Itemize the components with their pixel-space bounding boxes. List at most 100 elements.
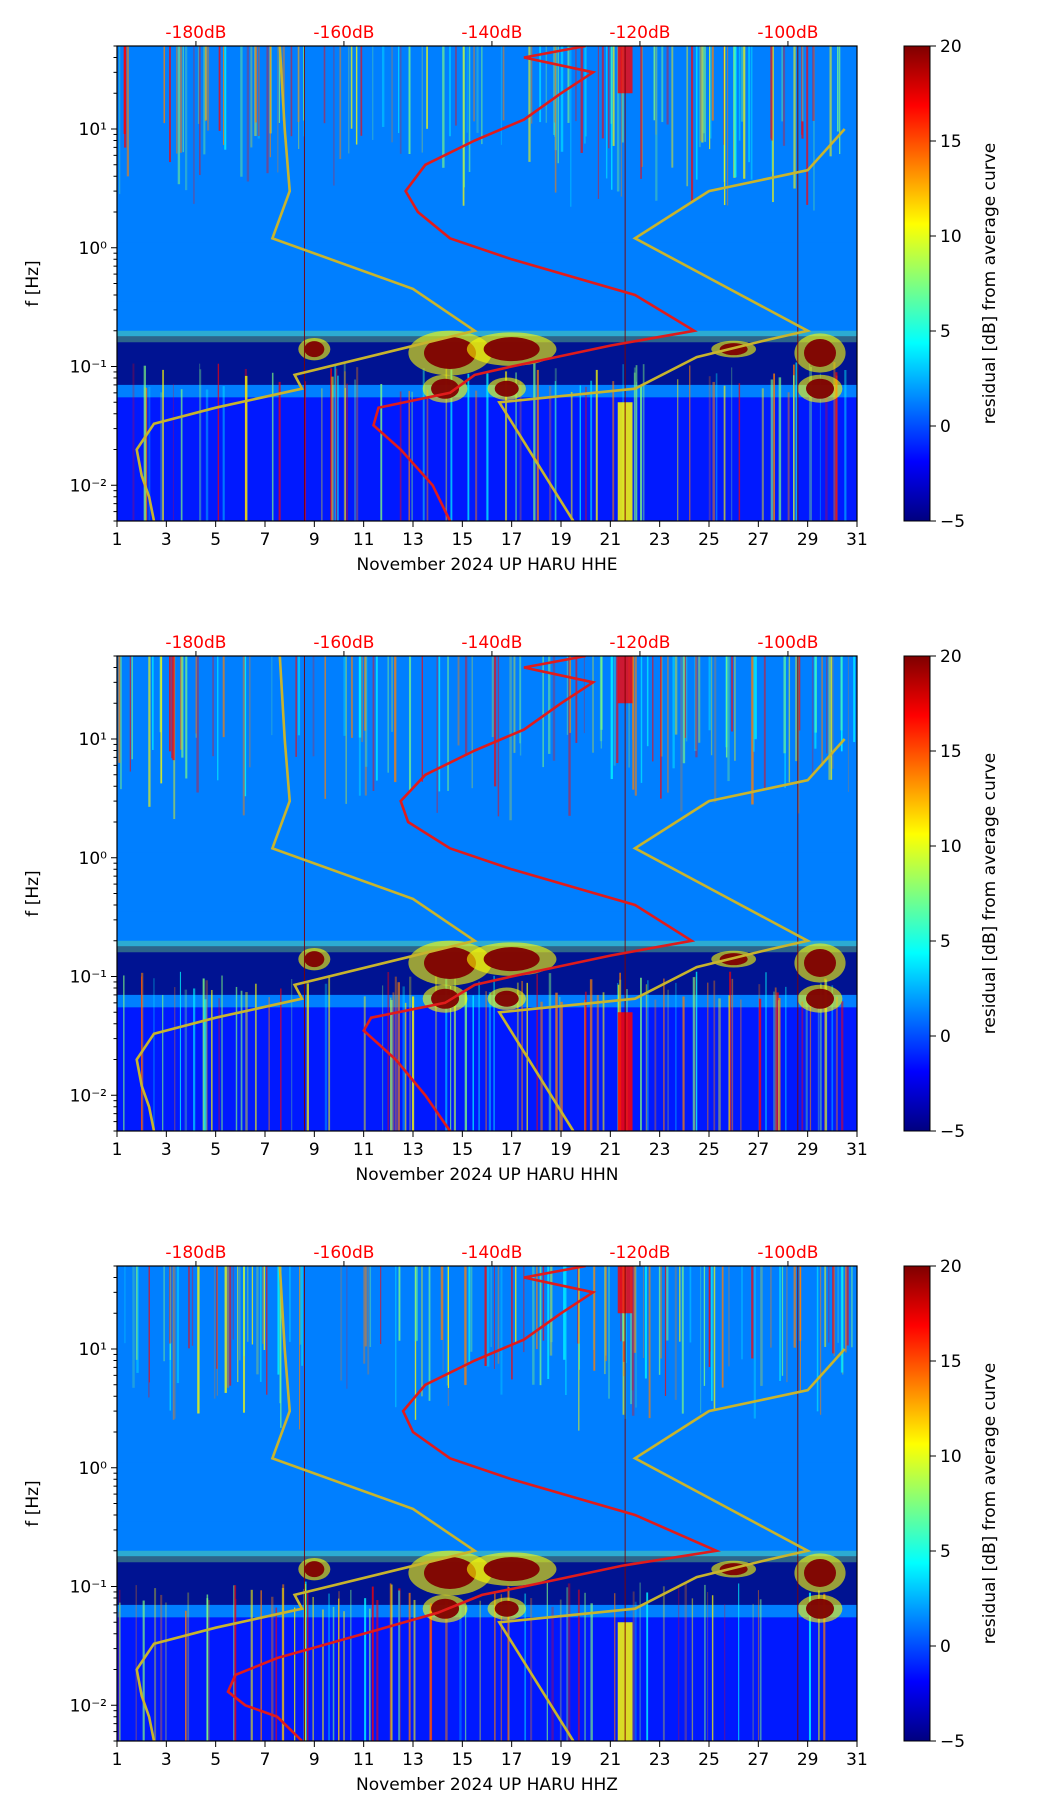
spectrogram-streak bbox=[565, 1266, 567, 1396]
spectrogram-streak bbox=[595, 369, 598, 521]
spectrogram-streak bbox=[707, 982, 709, 1131]
spectrogram-streak bbox=[568, 656, 571, 816]
spectrogram-streak bbox=[298, 1266, 301, 1430]
spectrogram-streak bbox=[436, 656, 438, 813]
spectrogram-streak bbox=[809, 1000, 812, 1131]
spectrogram-streak bbox=[502, 46, 505, 121]
spectrogram-streak bbox=[516, 982, 519, 1131]
spectrogram-streak bbox=[485, 991, 487, 1131]
spectrogram-streak bbox=[179, 46, 182, 153]
spectrogram-streak bbox=[445, 1600, 448, 1741]
spectrogram-streak bbox=[833, 1266, 836, 1356]
spectrogram-streak bbox=[601, 46, 604, 139]
spectrogram-streak bbox=[667, 989, 669, 1131]
spectrogram-streak bbox=[590, 1603, 593, 1741]
spectrogram-streak bbox=[148, 386, 151, 521]
spectrogram-streak bbox=[291, 979, 293, 1131]
spectrogram-streak bbox=[330, 368, 332, 521]
spectrogram-streak bbox=[602, 992, 605, 1131]
spectrogram-streak bbox=[136, 1266, 139, 1373]
spectrogram-streak bbox=[376, 1600, 379, 1741]
spectrogram-streak bbox=[743, 46, 746, 179]
spectrogram-streak bbox=[428, 1266, 431, 1401]
spectrogram-streak bbox=[661, 46, 664, 123]
spectrogram-streak bbox=[199, 369, 202, 521]
x-tick-label: 23 bbox=[649, 1750, 671, 1770]
spectrogram-streak bbox=[173, 987, 176, 1131]
spectrogram-streak bbox=[182, 46, 184, 153]
spectrogram-streak bbox=[340, 1266, 343, 1381]
spectrogram-streak bbox=[148, 1266, 150, 1383]
spectrogram-streak bbox=[845, 1266, 847, 1353]
spectrogram-streak bbox=[839, 46, 841, 155]
spectrogram-streak bbox=[554, 46, 557, 193]
spectrogram-streak bbox=[548, 973, 552, 1131]
spectrogram-streak bbox=[277, 1266, 280, 1375]
spectrogram-streak bbox=[131, 656, 133, 760]
spectrogram-streak bbox=[177, 46, 181, 185]
spectrogram-streak bbox=[180, 389, 183, 521]
colorbar-tick-label: −5 bbox=[940, 512, 965, 532]
spectrogram-streak bbox=[731, 367, 733, 521]
spectrogram-streak bbox=[851, 1266, 853, 1348]
average-psd-curve bbox=[362, 656, 696, 1131]
spectrogram-streak bbox=[655, 46, 658, 201]
spectrogram-streak bbox=[817, 1001, 820, 1131]
spectrogram-streak bbox=[828, 1266, 830, 1343]
spectrogram-hotspot bbox=[806, 988, 834, 1009]
spectrogram-streak bbox=[494, 1591, 496, 1741]
spectrogram-streak bbox=[323, 46, 326, 124]
spectrogram-streak bbox=[472, 995, 474, 1131]
spectrogram-streak bbox=[246, 46, 250, 182]
y-tick-label: 10¹ bbox=[79, 730, 107, 750]
spectrogram-streak bbox=[500, 1594, 502, 1741]
spectrogram-streak bbox=[837, 46, 839, 132]
spectrogram-streak bbox=[126, 46, 129, 177]
spectrogram-streak bbox=[240, 990, 243, 1131]
spectrogram-streak bbox=[570, 391, 573, 521]
spectrogram-streak bbox=[164, 1602, 167, 1741]
spectrogram-streak bbox=[211, 989, 213, 1131]
spectrogram-streak bbox=[853, 656, 856, 743]
spectrogram-streak bbox=[211, 993, 213, 1131]
colorbar-tick-label: −5 bbox=[940, 1732, 965, 1752]
spectrogram-streak bbox=[391, 46, 393, 143]
spectrogram-streak bbox=[647, 980, 649, 1131]
spectrogram-hotspot bbox=[483, 1557, 540, 1582]
spectrogram-streak bbox=[630, 1266, 633, 1405]
spectrogram-streak bbox=[454, 46, 457, 126]
spectrogram-streak bbox=[333, 46, 335, 186]
spectrogram-streak bbox=[653, 46, 655, 121]
spectrogram-streak bbox=[690, 46, 694, 202]
spectrogram-streak bbox=[440, 1266, 444, 1341]
spectrogram-streak bbox=[222, 386, 225, 521]
spectrogram-streak bbox=[663, 978, 665, 1131]
spectrogram-streak bbox=[142, 1600, 145, 1741]
x-tick-label: 1 bbox=[112, 530, 123, 550]
spectrogram-streak bbox=[542, 656, 544, 768]
spectrogram-streak bbox=[536, 369, 539, 521]
spectrogram-streak bbox=[640, 46, 642, 179]
spectrogram-streak bbox=[184, 46, 188, 191]
spectrogram-streak bbox=[459, 1606, 462, 1741]
spectrogram-streak bbox=[825, 389, 828, 521]
colorbar-tick-label: 20 bbox=[940, 37, 962, 57]
spectrogram-streak bbox=[805, 995, 808, 1131]
spectrogram-streak bbox=[631, 1266, 634, 1391]
spectrogram-streak bbox=[390, 997, 392, 1131]
colorbar-tick-label: 10 bbox=[940, 227, 962, 247]
spectrogram-streak bbox=[702, 46, 705, 134]
spectrogram-streak bbox=[563, 1266, 566, 1360]
x-tick-label: 5 bbox=[210, 1140, 221, 1160]
spectrogram-streak bbox=[429, 1610, 432, 1741]
spectrogram-streak bbox=[295, 656, 297, 757]
spectrogram-streak bbox=[256, 1266, 259, 1375]
x-tick-label: 3 bbox=[161, 530, 172, 550]
spectrogram-streak bbox=[169, 46, 171, 163]
spectrogram-streak bbox=[332, 1606, 335, 1741]
colorbar-tick-label: 20 bbox=[940, 647, 962, 667]
spectrogram-streak bbox=[307, 1592, 309, 1741]
db-label: -180dB bbox=[165, 23, 226, 43]
spectrogram-streak bbox=[229, 1266, 232, 1386]
spectrogram-streak bbox=[700, 46, 702, 142]
